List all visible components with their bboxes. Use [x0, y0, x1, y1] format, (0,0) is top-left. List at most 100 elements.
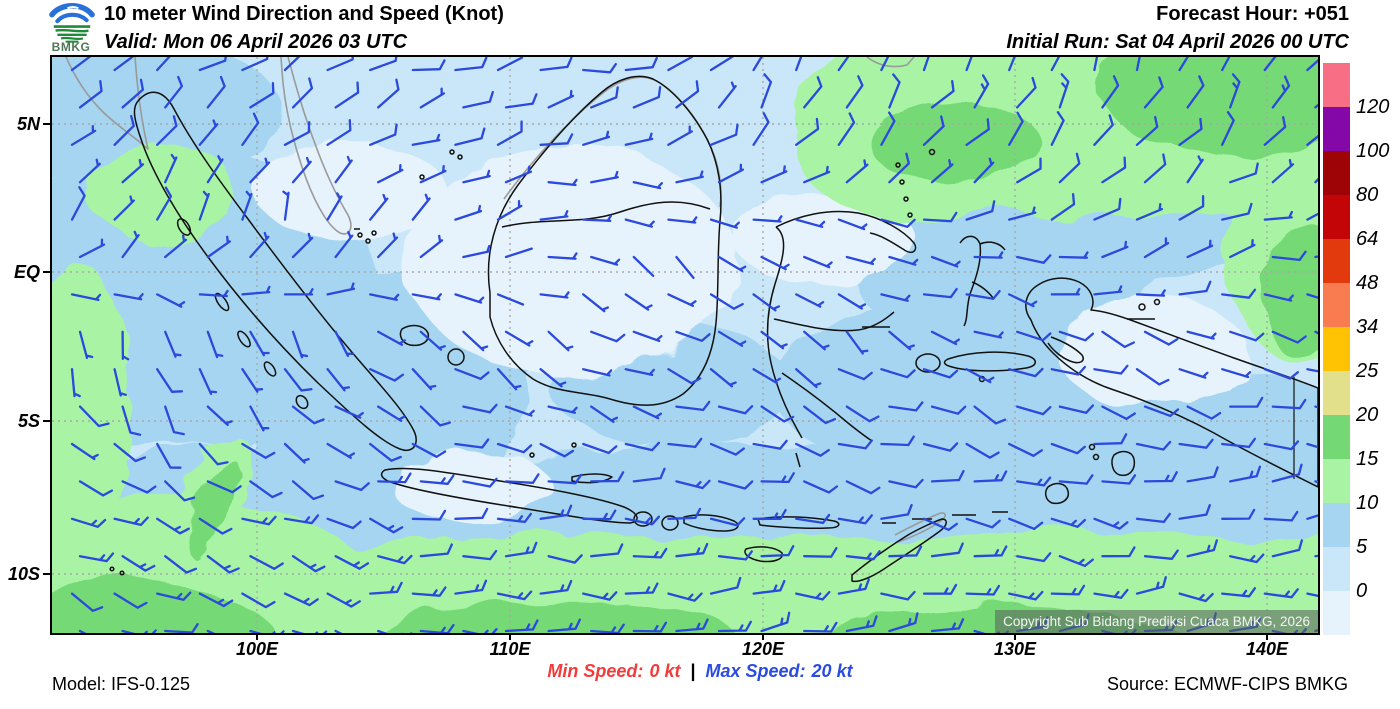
wind-barb — [930, 542, 964, 558]
wind-barb — [334, 629, 343, 633]
wind-barb — [496, 512, 532, 524]
wind-barb — [1178, 117, 1203, 146]
speed-region — [1102, 57, 1318, 154]
wind-barb — [717, 255, 747, 273]
wind-barb — [888, 401, 924, 412]
wind-barb — [326, 57, 354, 72]
wind-barb — [504, 330, 534, 347]
wind-barb — [803, 76, 823, 109]
wind-barb — [198, 119, 219, 146]
wind-barb — [377, 232, 399, 259]
wind-barb — [206, 235, 231, 259]
wind-barb — [845, 75, 864, 109]
forecast-hour: Forecast Hour: +051 — [1156, 3, 1349, 25]
wind-map-canvas — [52, 57, 1318, 633]
wind-barb — [419, 234, 444, 259]
wind-barb — [795, 368, 822, 389]
colorbar-tick-label: 0 — [1356, 580, 1368, 602]
wind-barb — [965, 200, 996, 221]
wind-barb — [121, 405, 142, 436]
wind-barb — [1008, 206, 1037, 221]
wind-barb — [590, 405, 619, 423]
wind-barb — [1186, 239, 1214, 259]
wind-barb — [547, 89, 575, 109]
colorbar-tick-label: 25 — [1356, 360, 1379, 382]
wind-barb — [334, 330, 354, 357]
wind-barb — [1050, 365, 1087, 376]
wind-barb — [624, 218, 655, 228]
wind-barb — [667, 57, 694, 72]
wind-barb — [1143, 153, 1167, 184]
wind-barb — [667, 125, 693, 146]
lon-tick — [256, 634, 258, 640]
wind-barb — [206, 629, 216, 633]
wind-barb — [462, 169, 491, 184]
wind-barb — [156, 293, 186, 308]
wind-barb — [590, 86, 619, 109]
wind-barb — [462, 477, 498, 488]
wind-barb — [1050, 287, 1081, 296]
wind-barb — [965, 584, 1001, 596]
wind-barb — [198, 442, 229, 466]
wind-barb — [206, 75, 226, 109]
wind-barb — [1058, 251, 1089, 259]
wind-barb — [1050, 193, 1076, 221]
wind-barb — [888, 255, 919, 266]
max-speed-label: Max Speed: — [705, 661, 806, 681]
wind-barb — [291, 77, 314, 109]
wind-barb — [198, 57, 227, 72]
wind-barb — [709, 442, 745, 456]
wind-barb — [717, 620, 752, 633]
wind-barb — [369, 581, 403, 595]
wind-barb — [1008, 57, 1016, 72]
wind-barb — [965, 517, 1001, 529]
wind-barb — [1178, 280, 1212, 296]
wind-barb — [930, 159, 954, 184]
wind-barb — [369, 57, 398, 72]
wind-barb — [760, 611, 791, 633]
wind-barb — [1186, 75, 1205, 109]
wind-barb — [547, 252, 578, 260]
wind-barb — [156, 591, 192, 601]
wind-barb — [837, 112, 856, 146]
lon-label: 110E — [489, 639, 531, 659]
wind-barb — [249, 405, 270, 432]
initial-run: Initial Run: Sat 04 April 2026 00 UTC — [1006, 31, 1349, 53]
speed-region — [190, 454, 234, 560]
wind-barb — [1221, 288, 1257, 299]
wind-barb — [845, 255, 876, 266]
wind-barb — [121, 480, 157, 494]
wind-barb — [845, 330, 869, 355]
colorbar-tick-label: 5 — [1356, 536, 1368, 558]
wind-barb — [504, 405, 535, 417]
wind-barb — [1093, 197, 1122, 221]
wind-barb — [411, 193, 431, 221]
wind-barb — [291, 232, 314, 259]
speed-region — [368, 600, 736, 633]
wind-barb — [1221, 437, 1257, 449]
wind-barb — [1306, 59, 1318, 72]
wind-barb — [760, 73, 773, 109]
wind-barb — [377, 330, 406, 346]
max-speed-value: 20 kt — [811, 661, 853, 681]
wind-barb — [590, 330, 626, 343]
wind-barb — [198, 592, 234, 608]
wind-barb — [198, 289, 229, 298]
wind-barb — [582, 62, 617, 74]
wind-barb — [78, 238, 106, 259]
wind-barb — [1271, 539, 1304, 558]
wind-barb — [803, 330, 830, 351]
wind-barb — [752, 215, 783, 223]
wind-barb — [1058, 555, 1094, 568]
wind-barb — [632, 547, 668, 559]
wind-barb — [795, 293, 825, 308]
wind-barb — [880, 57, 890, 72]
wind-barb — [973, 157, 995, 184]
wind-barb — [717, 330, 747, 347]
wind-barb — [156, 517, 190, 535]
lon-label: 130E — [993, 639, 1037, 659]
wind-barb — [973, 470, 1008, 483]
wind-barb — [411, 59, 446, 72]
wind-barb — [539, 368, 567, 388]
lat-tick — [43, 123, 50, 125]
